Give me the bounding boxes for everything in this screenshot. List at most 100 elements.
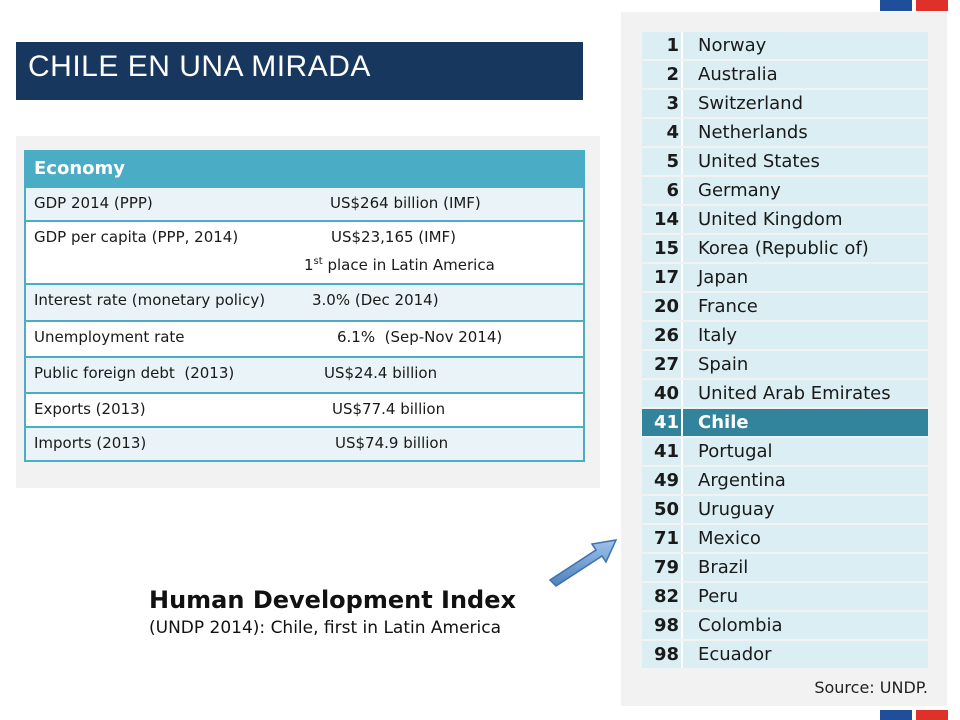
ranking-row: 71 Mexico [642, 525, 928, 552]
ranking-position: 50 [642, 496, 683, 523]
hdi-ranking-table: 1 Norway 2 Australia 3 Switzerland 4 Netherland… [642, 32, 928, 670]
ranking-country: Ecuador [698, 644, 772, 665]
ranking-country: Brazil [698, 557, 749, 578]
ranking-position: 40 [642, 380, 683, 407]
ranking-row: 14 United Kingdom [642, 206, 928, 233]
ranking-position: 98 [642, 612, 683, 639]
flag-white-segment [912, 0, 916, 11]
row-note: 1st place in Latin America [304, 256, 495, 274]
ranking-country: United Arab Emirates [698, 383, 891, 404]
row-label: Imports (2013) [34, 434, 147, 452]
ranking-row: 40 United Arab Emirates [642, 380, 928, 407]
economy-table-header: Economy [26, 152, 583, 186]
flag-blue-segment [880, 0, 912, 11]
row-value: US$264 billion (IMF) [330, 194, 481, 212]
ranking-position: 14 [642, 206, 683, 233]
economy-row-unemployment: Unemployment rate 6.1% (Sep-Nov 2014) [26, 320, 583, 356]
ranking-country: Germany [698, 180, 781, 201]
ranking-row: 5 United States [642, 148, 928, 175]
ranking-country: Australia [698, 64, 778, 85]
ranking-position: 4 [642, 119, 683, 146]
row-label: Unemployment rate [34, 328, 185, 346]
economy-row-gdp: GDP 2014 (PPP) US$264 billion (IMF) [26, 186, 583, 220]
ranking-country: United Kingdom [698, 209, 843, 230]
flag-stripe-top [880, 0, 948, 11]
economy-row-imports: Imports (2013) US$74.9 billion [26, 426, 583, 460]
ranking-row: 4 Netherlands [642, 119, 928, 146]
row-label: Public foreign debt (2013) [34, 364, 235, 382]
ranking-row: 3 Switzerland [642, 90, 928, 117]
ranking-country: Italy [698, 325, 738, 346]
ranking-row: 20 France [642, 293, 928, 320]
ranking-row: 82 Peru [642, 583, 928, 610]
economy-table: Economy GDP 2014 (PPP) US$264 billion (I… [24, 150, 585, 462]
ranking-position: 41 [642, 409, 683, 436]
ranking-position: 6 [642, 177, 683, 204]
ranking-position: 3 [642, 90, 683, 117]
ranking-position: 20 [642, 293, 683, 320]
row-label: GDP 2014 (PPP) [34, 194, 153, 212]
ranking-row: 15 Korea (Republic of) [642, 235, 928, 262]
ranking-row: 49 Argentina [642, 467, 928, 494]
ranking-position: 82 [642, 583, 683, 610]
ranking-row: 27 Spain [642, 351, 928, 378]
row-value: 6.1% (Sep-Nov 2014) [337, 328, 503, 346]
ranking-position: 41 [642, 438, 683, 465]
ranking-position: 49 [642, 467, 683, 494]
ranking-country: Switzerland [698, 93, 803, 114]
economy-row-interest-rate: Interest rate (monetary policy) 3.0% (De… [26, 283, 583, 320]
hdi-caption: Human Development Index (UNDP 2014): Chi… [149, 586, 516, 638]
ranking-position: 98 [642, 641, 683, 668]
ranking-country: Chile [698, 412, 749, 433]
ranking-row: 26 Italy [642, 322, 928, 349]
ranking-row: 6 Germany [642, 177, 928, 204]
ranking-country: Argentina [698, 470, 786, 491]
hdi-title: Human Development Index [149, 586, 516, 614]
ranking-row: 2 Australia [642, 61, 928, 88]
row-value: US$77.4 billion [332, 400, 446, 418]
ranking-position: 15 [642, 235, 683, 262]
note-text: place in Latin America [322, 256, 495, 274]
source-note: Source: UNDP. [814, 678, 928, 697]
ranking-country: Colombia [698, 615, 783, 636]
row-label: GDP per capita (PPP, 2014) [34, 228, 239, 246]
ranking-row: 98 Colombia [642, 612, 928, 639]
ranking-position: 79 [642, 554, 683, 581]
economy-row-gdp-per-capita: GDP per capita (PPP, 2014) US$23,165 (IM… [26, 220, 583, 283]
ranking-position: 5 [642, 148, 683, 175]
ranking-country: Norway [698, 35, 767, 56]
slide-title: CHILE EN UNA MIRADA [16, 42, 583, 100]
ranking-position: 71 [642, 525, 683, 552]
ranking-country: Netherlands [698, 122, 808, 143]
ranking-country: Spain [698, 354, 749, 375]
economy-row-foreign-debt: Public foreign debt (2013) US$24.4 billi… [26, 356, 583, 392]
ranking-position: 27 [642, 351, 683, 378]
hdi-subtitle: (UNDP 2014): Chile, first in Latin Ameri… [149, 618, 502, 638]
ranking-row: 1 Norway [642, 32, 928, 59]
ranking-country: Korea (Republic of) [698, 238, 869, 259]
ranking-row: 41 Portugal [642, 438, 928, 465]
row-value: 3.0% (Dec 2014) [312, 291, 439, 309]
ranking-row: 41 Chile [642, 409, 928, 436]
row-value: US$24.4 billion [324, 364, 438, 382]
ranking-position: 17 [642, 264, 683, 291]
ranking-country: Mexico [698, 528, 761, 549]
economy-table-body: GDP 2014 (PPP) US$264 billion (IMF) GDP … [26, 186, 583, 460]
ranking-row: 17 Japan [642, 264, 928, 291]
ranking-position: 1 [642, 32, 683, 59]
hdi-ranking-panel: 1 Norway 2 Australia 3 Switzerland 4 Netherland… [621, 12, 947, 706]
note-number: 1 [304, 256, 314, 274]
ranking-position: 2 [642, 61, 683, 88]
ranking-country: United States [698, 151, 820, 172]
ranking-country: Japan [698, 267, 749, 288]
economy-panel: Economy GDP 2014 (PPP) US$264 billion (I… [16, 136, 600, 488]
ranking-row: 79 Brazil [642, 554, 928, 581]
flag-red-segment [916, 710, 948, 720]
ranking-country: France [698, 296, 758, 317]
ranking-row: 50 Uruguay [642, 496, 928, 523]
arrow-up-right-icon [548, 539, 618, 587]
ranking-country: Uruguay [698, 499, 775, 520]
flag-red-segment [916, 0, 948, 11]
flag-stripe-bottom [880, 710, 948, 720]
row-value: US$74.9 billion [335, 434, 449, 452]
